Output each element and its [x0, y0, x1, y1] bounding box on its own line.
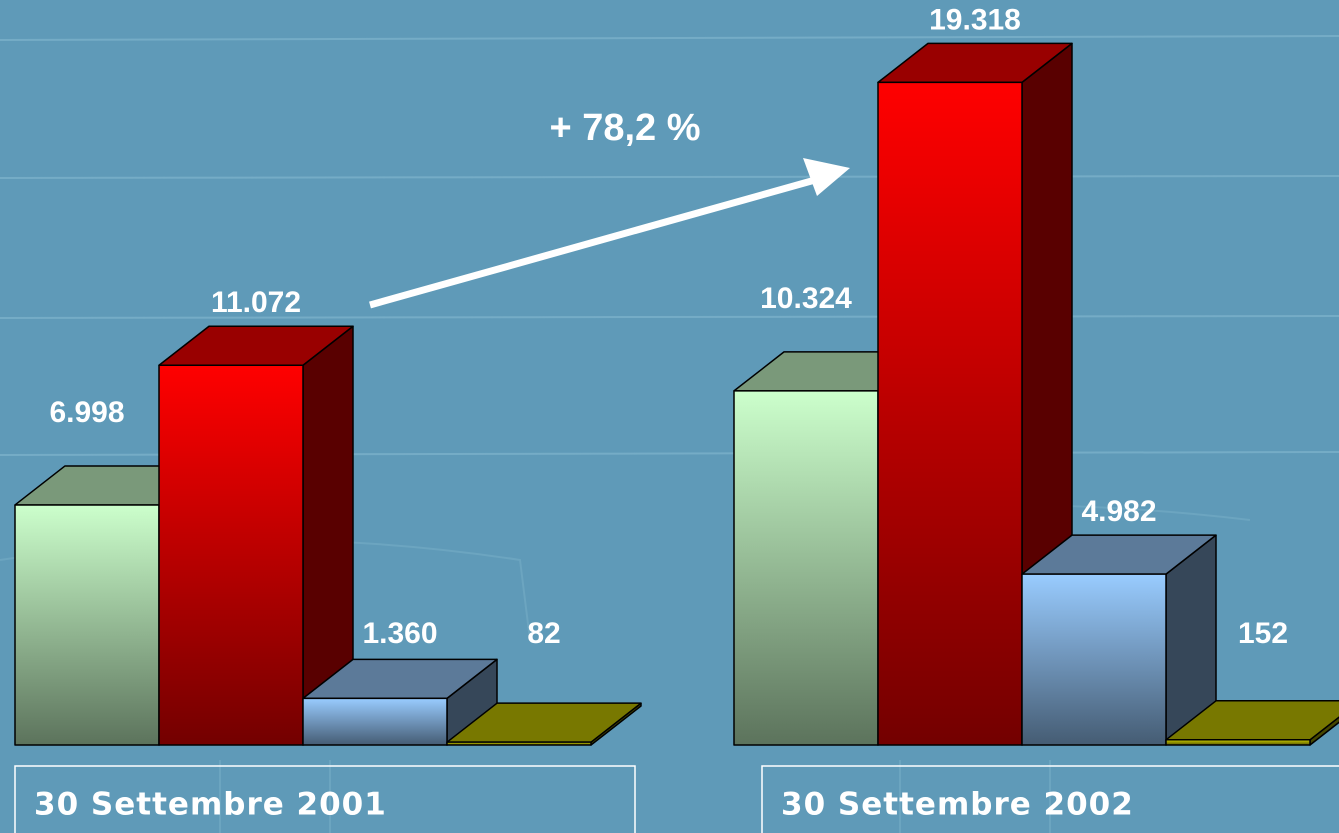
bar: [1021, 534, 1217, 746]
value-label: 1.360: [362, 617, 437, 650]
bar-front: [302, 697, 448, 746]
category-label: 30 Settembre 2002: [781, 787, 1134, 823]
bar: [1165, 700, 1339, 746]
bar-front: [877, 81, 1023, 746]
bar: [446, 702, 642, 746]
bars: 6.998 11.072 1.360 82 10.324 19.318 4.982 152: [14, 3, 1339, 746]
value-label: 19.318: [929, 3, 1021, 36]
bar-front: [158, 364, 304, 746]
value-label: 152: [1238, 617, 1288, 650]
bar-front: [14, 504, 160, 746]
value-label: 4.982: [1081, 495, 1156, 528]
bar: [158, 325, 354, 746]
bar-front: [1021, 573, 1167, 746]
category-box: [14, 765, 636, 833]
category-label: 30 Settembre 2001: [34, 787, 387, 823]
value-label: 6.998: [49, 396, 124, 429]
value-label: 11.072: [211, 286, 301, 319]
bar-front: [446, 741, 592, 746]
bar: [877, 42, 1073, 746]
value-label: 82: [527, 617, 560, 650]
annotation: + 78,2 %: [549, 107, 700, 149]
category-box: [761, 765, 1339, 833]
bar-front: [733, 390, 879, 746]
growth-arrow: [369, 158, 850, 309]
bar-front: [1165, 739, 1311, 746]
value-label: 10.324: [760, 282, 852, 315]
bar: [302, 658, 498, 746]
